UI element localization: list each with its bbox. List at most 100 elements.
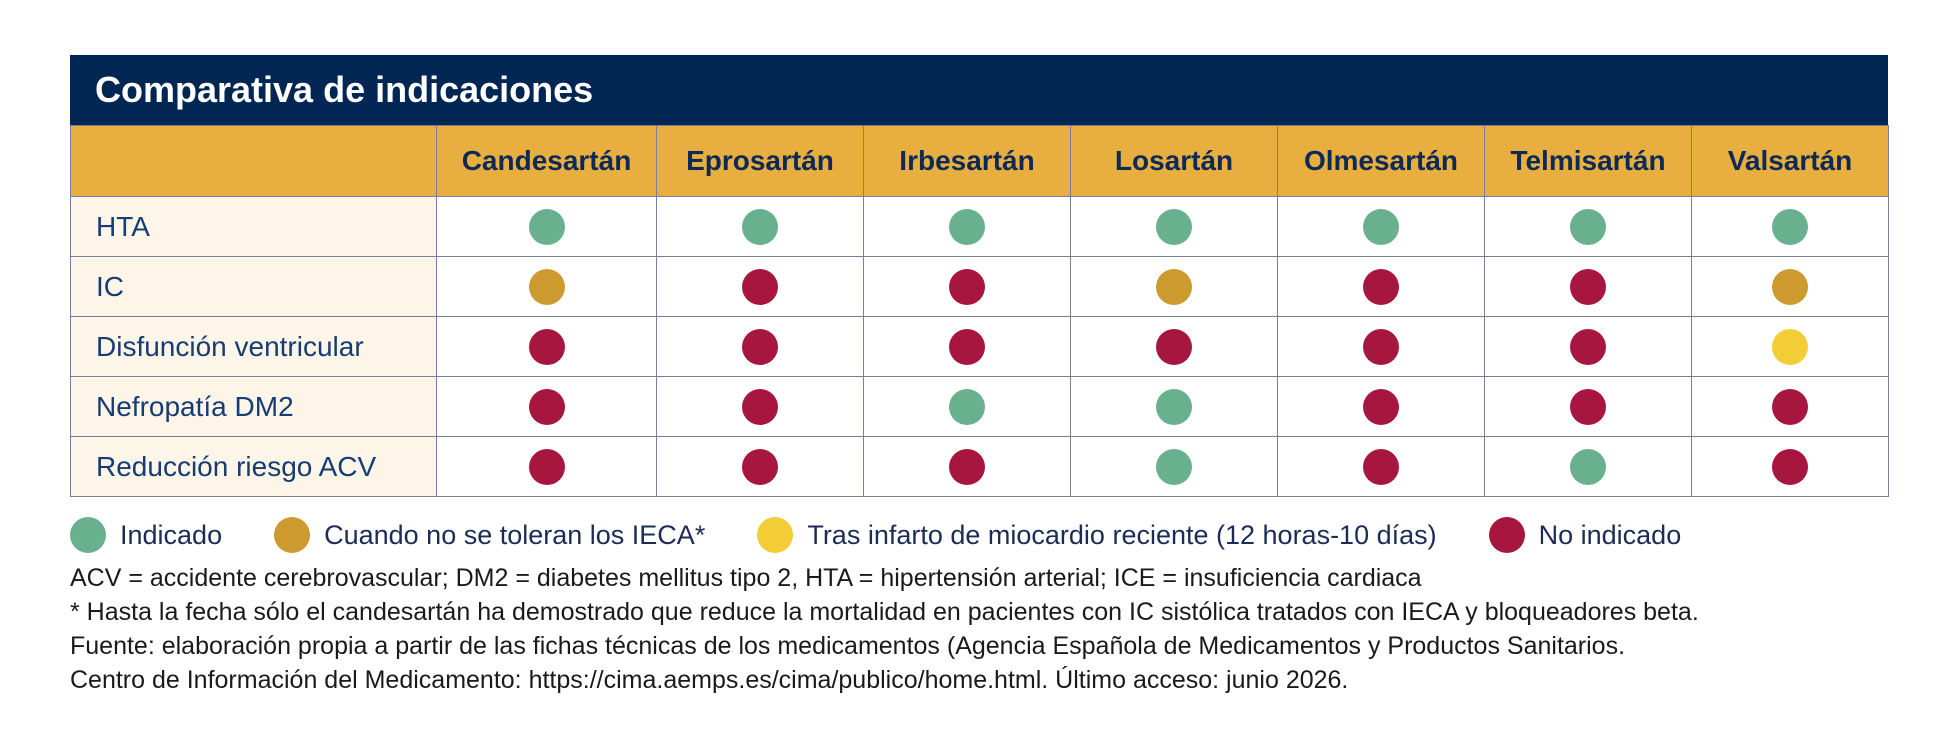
table-cell — [436, 196, 657, 257]
table-cell — [863, 196, 1071, 257]
table-row: Nefropatía DM2 — [70, 376, 1889, 437]
status-dot-indicado — [1156, 208, 1192, 245]
table-cell — [1070, 196, 1278, 257]
status-dot-no-indicado — [528, 328, 565, 365]
table-cell — [1484, 256, 1692, 317]
indications-table-figure: Comparativa de indicaciones Candesartán E… — [70, 55, 1889, 697]
status-dot-no-indicado — [742, 268, 778, 305]
table-cell — [1691, 316, 1889, 377]
legend-label: No indicado — [1538, 519, 1682, 550]
table-cell — [436, 256, 657, 317]
table-cell — [1070, 316, 1278, 377]
table-cell — [656, 376, 864, 437]
legend-label: Indicado — [120, 519, 223, 550]
table-row: Reducción riesgo ACV — [70, 436, 1889, 497]
status-dot-no-toleran-ieca — [1156, 268, 1192, 305]
source-note-line-1: Fuente: elaboración propia a partir de l… — [70, 632, 1626, 660]
status-dot-no-indicado — [1570, 328, 1606, 365]
table-cell — [436, 376, 657, 437]
status-dot-no-indicado — [1156, 328, 1192, 365]
table-cell — [436, 436, 657, 497]
status-dot-indicado — [949, 388, 985, 425]
legend-item-no-toleran-ieca: Cuando no se toleran los IECA* — [274, 517, 705, 553]
legend-dot — [1488, 517, 1525, 553]
table-cell — [1691, 256, 1889, 317]
table-cell — [1691, 196, 1889, 257]
status-dot-indicado — [742, 208, 778, 245]
table-title: Comparativa de indicaciones — [70, 55, 1888, 125]
table-cell — [1277, 436, 1485, 497]
table-cell — [656, 256, 864, 317]
status-dot-indicado — [1772, 208, 1808, 245]
table-cell — [1484, 196, 1692, 257]
status-dot-no-toleran-ieca — [1772, 268, 1808, 305]
legend-item-indicado: Indicado — [70, 517, 222, 553]
table-cell — [1484, 436, 1692, 497]
table-cell — [1070, 436, 1278, 497]
table-cell — [436, 316, 657, 377]
abbreviations-note: ACV = accidente cerebrovascular; DM2 = d… — [70, 564, 1422, 592]
row-label: Nefropatía DM2 — [70, 376, 437, 437]
legend-label: Cuando no se toleran los IECA* — [324, 519, 706, 550]
column-header-row: Candesartán Eprosartán Irbesartán Losartán O… — [70, 125, 1889, 197]
legend-item-tras-infarto: Tras infarto de miocardio reciente (12 h… — [757, 517, 1437, 553]
legend-label: Tras infarto de miocardio reciente (12 h… — [807, 519, 1437, 550]
status-dot-no-indicado — [949, 448, 985, 485]
legend-item-no-indicado: No indicado — [1488, 517, 1682, 553]
status-dot-no-toleran-ieca — [528, 268, 565, 305]
status-dot-no-indicado — [1570, 268, 1606, 305]
status-dot-no-indicado — [1363, 388, 1399, 425]
table-cell — [1277, 196, 1485, 257]
table-cell — [1484, 376, 1692, 437]
table-row: Disfunción ventricular — [70, 316, 1889, 377]
status-dot-no-indicado — [742, 328, 778, 365]
status-dot-no-indicado — [1772, 388, 1808, 425]
row-label: Disfunción ventricular — [70, 316, 437, 377]
status-dot-no-indicado — [742, 388, 778, 425]
table-cell — [1277, 376, 1485, 437]
column-header-3: Losartán — [1070, 125, 1278, 197]
column-header-6: Valsartán — [1691, 125, 1889, 197]
source-note-line-2: Centro de Información del Medicamento: h… — [70, 666, 1349, 694]
status-dot-indicado — [1156, 388, 1192, 425]
table-body: HTA IC Disfunción ventricular Nefropatía DM… — [70, 196, 1889, 497]
table-cell — [863, 376, 1071, 437]
table-cell — [1691, 436, 1889, 497]
row-label: Reducción riesgo ACV — [70, 436, 437, 497]
indications-table: Candesartán Eprosartán Irbesartán Losartán O… — [70, 125, 1889, 497]
column-header-4: Olmesartán — [1277, 125, 1485, 197]
status-dot-no-indicado — [1772, 448, 1808, 485]
table-cell — [1070, 256, 1278, 317]
table-cell — [1277, 316, 1485, 377]
status-dot-no-indicado — [949, 328, 985, 365]
status-dot-indicado — [528, 208, 565, 245]
status-dot-indicado — [1570, 448, 1606, 485]
status-dot-no-indicado — [742, 448, 778, 485]
column-header-1: Eprosartán — [656, 125, 864, 197]
corner-header-cell — [70, 125, 437, 197]
column-header-5: Telmisartán — [1484, 125, 1692, 197]
column-header-2: Irbesartán — [863, 125, 1071, 197]
table-cell — [863, 436, 1071, 497]
status-dot-indicado — [949, 208, 985, 245]
table-cell — [656, 196, 864, 257]
column-header-0: Candesartán — [436, 125, 657, 197]
table-cell — [1691, 376, 1889, 437]
table-cell — [656, 316, 864, 377]
status-dot-no-indicado — [1363, 448, 1399, 485]
row-label: HTA — [70, 196, 437, 257]
table-cell — [1277, 256, 1485, 317]
table-cell — [863, 316, 1071, 377]
status-dot-no-indicado — [1570, 388, 1606, 425]
status-dot-no-indicado — [1363, 268, 1399, 305]
table-cell — [656, 436, 864, 497]
notes: ACV = accidente cerebrovascular; DM2 = d… — [70, 561, 1888, 697]
status-dot-no-indicado — [1363, 328, 1399, 365]
table-row: IC — [70, 256, 1889, 317]
table-cell — [1070, 376, 1278, 437]
legend: Indicado Cuando no se toleran los IECA* Tr… — [70, 515, 1888, 555]
status-dot-no-indicado — [528, 388, 565, 425]
status-dot-no-indicado — [949, 268, 985, 305]
status-dot-no-indicado — [528, 448, 565, 485]
status-dot-indicado — [1363, 208, 1399, 245]
